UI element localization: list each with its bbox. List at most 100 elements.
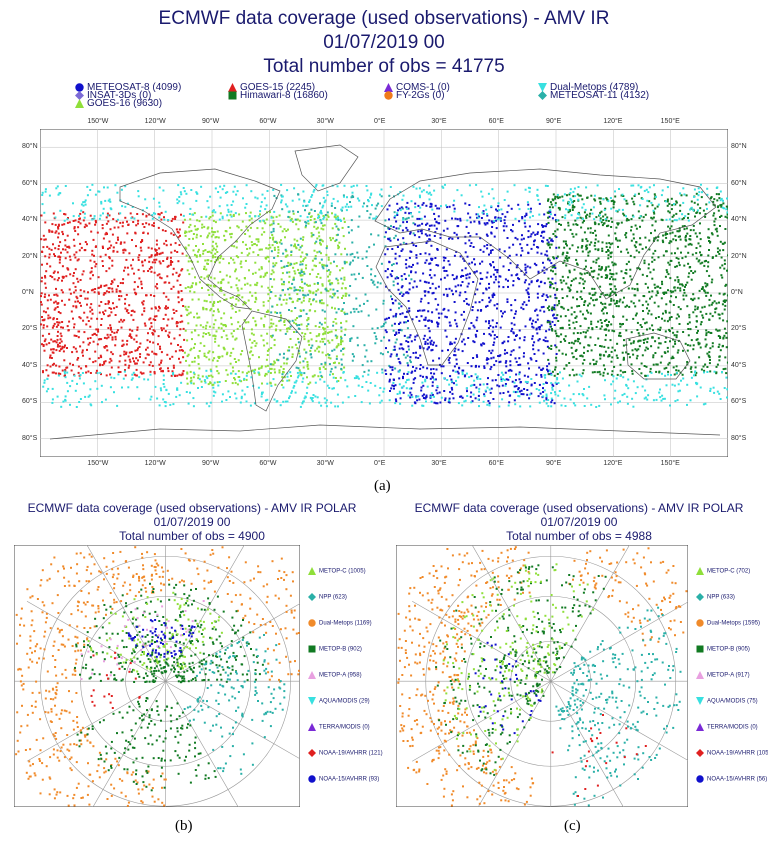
triangle-marker-icon xyxy=(308,671,316,679)
legend-item: METOP-C (1005) xyxy=(308,567,366,575)
lon-tick-label: 120°W xyxy=(144,460,166,467)
legend-item: METOP-B (905) xyxy=(696,645,750,653)
legend-label: METOP-C (702) xyxy=(707,568,751,575)
lon-tick-label: 150°W xyxy=(87,460,109,467)
legend-label: NPP (633) xyxy=(707,594,735,601)
legend-item: METOP-A (958) xyxy=(308,671,362,679)
legend-label: METOP-B (905) xyxy=(707,646,750,653)
legend-label: COMS-1 (0) xyxy=(396,82,450,94)
legend-item: METEOSAT-11 (4132) xyxy=(538,91,649,101)
diamond-marker-icon xyxy=(75,91,84,100)
circle-marker-icon xyxy=(696,775,704,783)
legend-item: AQUA/MODIS (75) xyxy=(696,697,758,705)
triangle-down-marker-icon xyxy=(308,697,316,705)
lon-tick-label: 0°E xyxy=(374,460,386,467)
panel-a-date: 01/07/2019 00 xyxy=(323,32,445,53)
legend-label: METEOSAT-11 (4132) xyxy=(550,90,650,102)
lat-tick-label: 40°S xyxy=(22,361,38,369)
panel-c-date: 01/07/2019 00 xyxy=(540,515,618,529)
triangle-marker-icon xyxy=(308,567,316,575)
arctic-polar-map xyxy=(14,545,300,807)
diamond-marker-icon xyxy=(696,749,704,757)
lon-tick-label: 150°E xyxy=(660,118,680,125)
world-coverage-map xyxy=(40,129,728,457)
legend-item: FY-2Gs (0) xyxy=(384,91,445,101)
legend-label: NOAA-19/AVHRR (105) xyxy=(707,750,768,757)
legend-item: METEOSAT-8 (4099) xyxy=(75,83,181,93)
lat-tick-label: 20°S xyxy=(731,325,747,333)
triangle-marker-icon xyxy=(75,99,84,108)
diamond-marker-icon xyxy=(308,593,316,601)
panel-b-date: 01/07/2019 00 xyxy=(153,515,231,529)
lon-tick-label: 30°E xyxy=(431,460,447,467)
legend-item: METOP-C (702) xyxy=(696,567,750,575)
lat-tick-label: 0°N xyxy=(731,289,743,296)
triangle-marker-icon xyxy=(696,671,704,679)
circle-marker-icon xyxy=(308,619,316,627)
lon-tick-label: 90°E xyxy=(546,118,562,125)
triangle-marker-icon xyxy=(384,83,393,92)
square-marker-icon xyxy=(308,645,316,653)
lon-tick-label: 120°E xyxy=(603,460,623,467)
circle-marker-icon xyxy=(308,775,316,783)
triangle-marker-icon xyxy=(228,83,237,92)
lon-tick-label: 150°W xyxy=(87,118,109,125)
legend-label: Himawari-8 (16860) xyxy=(240,90,328,102)
lat-tick-label: 20°S xyxy=(22,325,38,333)
lon-tick-label: 30°W xyxy=(316,460,334,467)
legend-item: NOAA-15/AVHRR (93) xyxy=(308,775,379,783)
lat-tick-label: 40°S xyxy=(731,361,747,369)
legend-label: NOAA-19/AVHRR (121) xyxy=(319,750,383,757)
legend-label: Dual-Metops (1169) xyxy=(319,620,372,627)
lat-tick-label: 80°S xyxy=(22,434,38,442)
legend-item: INSAT-3Ds (0) xyxy=(75,91,151,101)
triangle-marker-icon xyxy=(696,567,704,575)
legend-label: METEOSAT-8 (4099) xyxy=(87,82,182,94)
legend-label: Dual-Metops (4789) xyxy=(550,82,639,94)
legend-item: NOAA-19/AVHRR (121) xyxy=(308,749,383,757)
lat-tick-label: 60°S xyxy=(22,398,38,406)
legend-label: FY-2Gs (0) xyxy=(396,90,445,102)
legend-label: TERRA/MODIS (0) xyxy=(707,724,758,731)
legend-label: AQUA/MODIS (75) xyxy=(707,698,758,705)
legend-label: INSAT-3Ds (0) xyxy=(87,90,152,102)
lon-tick-label: 0°E xyxy=(374,118,386,125)
triangle-down-marker-icon xyxy=(538,83,547,92)
legend-label: METOP-C (1005) xyxy=(319,568,366,575)
circle-marker-icon xyxy=(75,83,84,92)
legend-item: TERRA/MODIS (0) xyxy=(308,723,370,731)
lon-tick-label: 90°E xyxy=(546,460,562,467)
coastlines xyxy=(49,144,721,440)
legend-label: NPP (623) xyxy=(319,594,347,601)
lat-tick-label: 80°N xyxy=(22,143,38,151)
circle-marker-icon xyxy=(696,619,704,627)
legend-label: METOP-A (958) xyxy=(319,672,362,679)
diamond-marker-icon xyxy=(538,91,547,100)
panel-b-title: ECMWF data coverage (used observations) … xyxy=(27,501,357,515)
legend-item: COMS-1 (0) xyxy=(384,83,450,93)
panel-b-label: (b) xyxy=(175,818,193,834)
triangle-marker-icon xyxy=(696,723,704,731)
lon-tick-label: 30°W xyxy=(316,118,334,125)
legend-item: NPP (633) xyxy=(696,593,735,601)
circle-marker-icon xyxy=(384,91,393,100)
diamond-marker-icon xyxy=(696,593,704,601)
legend-item: GOES-16 (9630) xyxy=(75,99,162,109)
lat-tick-label: 0°N xyxy=(22,289,34,296)
lat-tick-label: 40°N xyxy=(22,216,38,224)
lat-tick-label: 20°N xyxy=(731,252,747,260)
panel-c-label: (c) xyxy=(564,818,581,834)
legend-label: NOAA-15/AVHRR (56) xyxy=(707,776,768,783)
lon-tick-label: 120°W xyxy=(144,118,166,125)
lat-tick-label: 80°N xyxy=(731,143,747,151)
legend-label: GOES-16 (9630) xyxy=(87,98,163,110)
legend-item: TERRA/MODIS (0) xyxy=(696,723,758,731)
legend-item: Dual-Metops (1595) xyxy=(696,619,760,627)
triangle-marker-icon xyxy=(308,723,316,731)
lat-tick-label: 60°N xyxy=(22,179,38,187)
triangle-down-marker-icon xyxy=(696,697,704,705)
legend-item: NOAA-15/AVHRR (56) xyxy=(696,775,767,783)
legend-label: METOP-B (902) xyxy=(319,646,362,653)
legend-item: METOP-A (917) xyxy=(696,671,750,679)
square-marker-icon xyxy=(228,91,237,100)
